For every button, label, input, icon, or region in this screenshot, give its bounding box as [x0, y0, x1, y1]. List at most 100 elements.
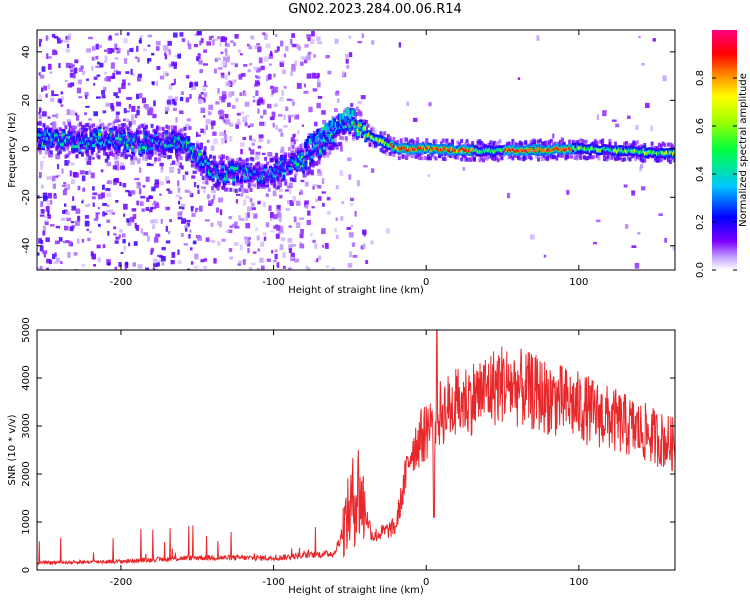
noise-cell — [43, 85, 48, 91]
noise-cell — [169, 168, 174, 172]
noise-cell — [263, 56, 269, 62]
noise-cell — [63, 209, 68, 214]
noise-cell — [77, 215, 81, 222]
noise-cell — [536, 35, 540, 41]
noise-cell — [269, 153, 272, 160]
y-tick-label: 40 — [21, 45, 32, 58]
noise-cell — [59, 261, 63, 265]
noise-cell — [305, 204, 309, 209]
noise-cell — [351, 242, 356, 247]
halo-cell — [443, 152, 447, 157]
noise-cell — [76, 87, 82, 94]
noise-cell — [652, 38, 656, 42]
noise-cell — [285, 46, 289, 52]
halo-cell — [183, 126, 187, 131]
snr-series-line — [37, 330, 675, 566]
halo-cell — [49, 127, 53, 132]
noise-cell — [357, 100, 362, 105]
noise-cell — [165, 206, 170, 211]
noise-cell — [152, 219, 158, 224]
noise-cell — [74, 172, 77, 178]
ridge-core — [239, 178, 243, 182]
halo-cell — [190, 163, 194, 168]
branch-cell — [342, 113, 346, 120]
noise-cell — [42, 250, 48, 255]
noise-cell — [39, 160, 44, 166]
halo-cell — [38, 121, 42, 126]
noise-cell — [178, 196, 183, 200]
y-tick-label: 0 — [21, 567, 32, 573]
noise-cell — [61, 217, 66, 221]
halo-cell — [355, 106, 359, 111]
halo-cell — [108, 149, 112, 154]
noise-cell — [139, 167, 142, 173]
halo-cell — [364, 119, 368, 124]
noise-cell — [65, 62, 71, 68]
noise-cell — [212, 131, 217, 136]
noise-cell — [312, 185, 315, 190]
noise-cell — [120, 123, 124, 126]
halo-cell — [463, 142, 467, 147]
noise-cell — [255, 75, 258, 78]
halo-cell — [84, 123, 88, 128]
noise-cell — [179, 32, 184, 37]
noise-cell — [44, 221, 49, 226]
halo-cell — [168, 154, 172, 159]
noise-cell — [131, 73, 135, 76]
halo-cell — [240, 160, 244, 165]
noise-cell — [80, 65, 84, 69]
halo-cell — [170, 125, 174, 130]
halo-cell — [124, 155, 128, 160]
noise-cell — [280, 132, 284, 137]
halo-cell — [150, 123, 154, 128]
noise-cell — [334, 108, 338, 112]
halo-cell — [350, 102, 354, 107]
ridge-core — [107, 140, 111, 144]
noise-cell — [234, 34, 239, 39]
noise-cell — [91, 65, 94, 72]
noise-cell — [177, 168, 181, 174]
noise-cell — [68, 33, 72, 36]
ridge-core — [232, 178, 236, 182]
ridge-core — [126, 143, 130, 147]
noise-cell — [227, 71, 231, 76]
noise-cell — [142, 185, 146, 188]
noise-cell — [258, 97, 263, 103]
noise-cell — [247, 248, 250, 254]
noise-cell — [160, 218, 163, 224]
halo-cell — [537, 157, 541, 162]
halo-cell — [243, 188, 247, 193]
noise-cell — [602, 110, 607, 117]
noise-cell — [298, 46, 301, 51]
halo-cell — [388, 136, 392, 141]
noise-cell — [266, 258, 271, 262]
halo-cell — [154, 150, 158, 155]
halo-cell — [432, 154, 436, 159]
halo-cell — [205, 176, 209, 181]
noise-cell — [123, 203, 128, 210]
noise-cell — [241, 111, 245, 115]
halo-cell — [663, 143, 667, 148]
noise-cell — [116, 71, 121, 75]
noise-cell — [151, 206, 157, 210]
halo-cell — [64, 154, 68, 159]
noise-cell — [86, 228, 89, 231]
noise-cell — [219, 115, 224, 120]
noise-cell — [257, 200, 261, 205]
halo-cell — [302, 153, 306, 158]
noise-cell — [137, 57, 140, 63]
halo-cell — [460, 157, 464, 162]
halo-cell — [353, 131, 357, 136]
noise-cell — [257, 46, 262, 53]
noise-cell — [229, 122, 234, 127]
ridge-core — [150, 146, 154, 150]
halo-cell — [511, 156, 515, 161]
halo-cell — [496, 158, 500, 163]
halo-cell — [623, 157, 627, 162]
noise-cell — [178, 153, 181, 159]
halo-cell — [62, 147, 66, 152]
colorbar-gradient — [712, 30, 737, 270]
noise-cell — [350, 224, 354, 228]
halo-cell — [249, 187, 253, 192]
noise-cell — [270, 216, 273, 221]
